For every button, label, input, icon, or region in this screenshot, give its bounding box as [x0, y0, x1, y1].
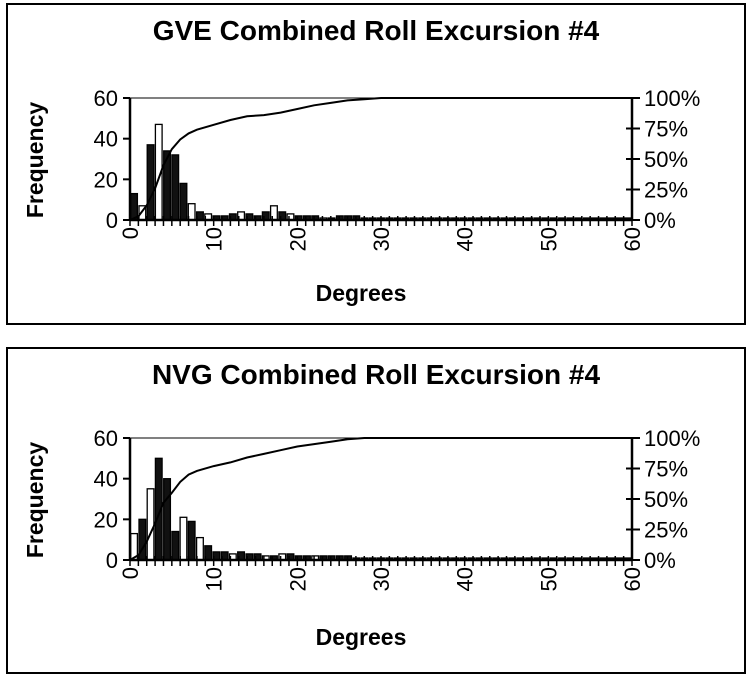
x-tick-label: 10 — [202, 567, 227, 591]
bar — [179, 516, 188, 561]
x-tick-label: 30 — [369, 227, 394, 251]
x-axis-title: Degrees — [316, 624, 407, 650]
x-tick-label: 30 — [369, 567, 394, 591]
x-tick-label: 50 — [536, 567, 561, 591]
y2-tick-label: 0% — [644, 548, 676, 573]
x-tick-label: 50 — [536, 227, 561, 251]
bar — [171, 154, 180, 221]
y2-tick-label: 50% — [644, 147, 688, 172]
y2-tick-label: 100% — [644, 86, 700, 111]
y-tick-label: 20 — [94, 507, 118, 532]
y2-tick-label: 25% — [644, 518, 688, 543]
x-tick-label: 0 — [118, 567, 143, 579]
bar — [179, 182, 188, 221]
bar — [163, 478, 172, 561]
x-tick-label: 40 — [453, 227, 478, 251]
chart-title: NVG Combined Roll Excursion #4 — [151, 359, 601, 390]
y-tick-label: 0 — [106, 548, 118, 573]
y-tick-label: 20 — [94, 167, 118, 192]
y-tick-label: 60 — [94, 426, 118, 451]
y2-tick-label: 75% — [644, 117, 688, 142]
x-tick-label: 20 — [285, 227, 310, 251]
bar — [130, 192, 139, 221]
y2-tick-label: 75% — [644, 457, 688, 482]
y-tick-label: 40 — [94, 467, 118, 492]
bar — [146, 488, 155, 561]
chart-plot-gve: 0 10 20 30 40 50 6002040600%25%50%75%100%Frequ… — [22, 86, 700, 306]
y2-tick-label: 50% — [644, 487, 688, 512]
y-tick-label: 0 — [106, 208, 118, 233]
bar — [146, 144, 155, 221]
chart-panel-gve: GVE Combined Roll Excursion #4 0 10 20 30 40… — [6, 3, 746, 325]
x-tick-label: 10 — [202, 227, 227, 251]
y-axis-title: Frequency — [22, 102, 48, 219]
chart-plot-nvg: 0 10 20 30 40 50 6002040600%25%50%75%100%Frequ… — [22, 426, 700, 650]
x-tick-label: 60 — [620, 567, 645, 591]
y2-tick-label: 25% — [644, 178, 688, 203]
x-tick-label: 0 — [118, 227, 143, 239]
cumulative-line — [129, 97, 632, 221]
x-tick-label: 40 — [453, 567, 478, 591]
chart-title: GVE Combined Roll Excursion #4 — [152, 15, 600, 46]
x-axis-title: Degrees — [316, 280, 407, 306]
y-tick-label: 40 — [94, 127, 118, 152]
y2-tick-label: 0% — [644, 208, 676, 233]
chart-panel-nvg: NVG Combined Roll Excursion #4 0 10 20 30 40… — [6, 347, 746, 674]
bar — [187, 520, 196, 561]
x-tick-label: 20 — [285, 567, 310, 591]
y2-tick-label: 100% — [644, 426, 700, 451]
y-axis-title: Frequency — [22, 442, 48, 559]
x-tick-label: 60 — [620, 227, 645, 251]
y-tick-label: 60 — [94, 86, 118, 111]
bar — [171, 530, 180, 561]
cumulative-line — [129, 437, 632, 561]
